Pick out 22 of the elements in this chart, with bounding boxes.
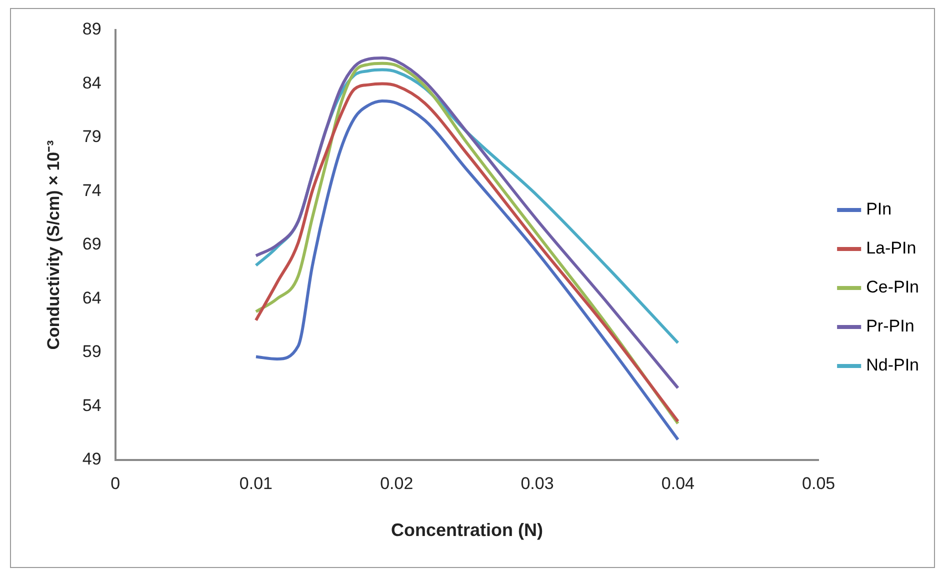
- legend-label: Pr-PIn: [866, 316, 914, 336]
- y-tick-label: 74: [82, 180, 102, 200]
- legend-label: Nd-PIn: [866, 356, 920, 375]
- y-tick-label: 69: [82, 234, 102, 254]
- x-tick-label: 0.02: [380, 474, 414, 493]
- y-tick-label: 64: [82, 288, 102, 308]
- x-tick-label: 0.03: [520, 474, 554, 493]
- x-tick-label: 0.01: [239, 474, 273, 493]
- y-tick-label: 49: [82, 450, 102, 469]
- y-tick-label: 54: [82, 396, 102, 415]
- legend-label: PIn: [866, 200, 892, 219]
- x-tick-label: 0: [110, 474, 120, 493]
- x-tick-label: 0.05: [802, 474, 836, 493]
- x-axis-title: Concentration (N): [390, 520, 543, 540]
- y-tick-label: 89: [82, 20, 102, 39]
- y-tick-label: 59: [82, 342, 102, 362]
- y-tick-label: 84: [82, 73, 102, 92]
- y-tick-label: 79: [82, 127, 102, 146]
- y-axis-title: Conductivity (S/cm) × 10⁻³: [44, 140, 63, 350]
- legend-label: Ce-PIn: [866, 278, 920, 297]
- legend-label: La-PIn: [866, 238, 916, 258]
- x-tick-label: 0.04: [661, 474, 694, 493]
